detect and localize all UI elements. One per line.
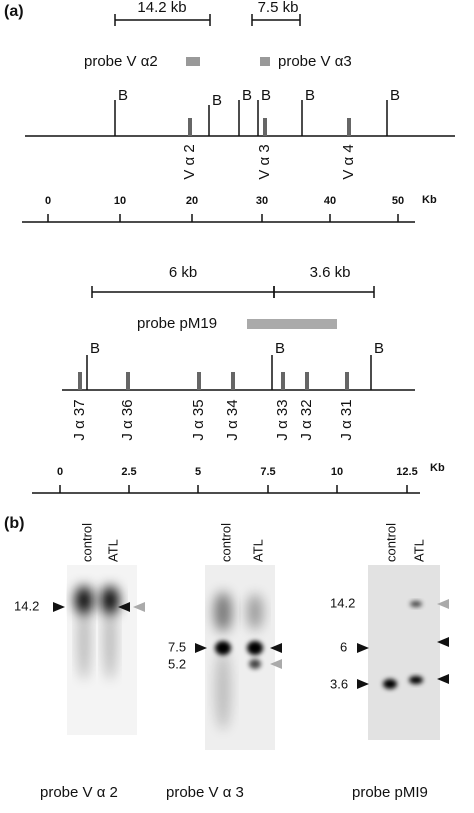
blot-caption: probe pMI9 xyxy=(352,784,428,801)
arrowhead xyxy=(53,602,65,612)
blot xyxy=(205,565,275,750)
gene xyxy=(188,118,192,136)
blot xyxy=(368,565,440,740)
scale-label: 0 xyxy=(57,466,63,478)
gene xyxy=(305,372,309,390)
scale-label: 50 xyxy=(392,195,404,207)
bracket-label: 3.6 kb xyxy=(310,264,351,281)
band xyxy=(247,641,263,655)
site-label: B xyxy=(242,87,252,104)
lane-label: control xyxy=(218,523,233,562)
scale-label: 10 xyxy=(114,195,126,207)
bracket-label: 14.2 kb xyxy=(137,0,186,16)
arrowhead xyxy=(357,679,369,689)
arrowhead xyxy=(437,599,449,609)
gene-label: J α 33 xyxy=(274,399,291,440)
gene-label: J α 31 xyxy=(338,399,355,440)
band xyxy=(215,650,231,730)
size-label: 7.5 xyxy=(168,639,186,654)
size-label: 14.2 xyxy=(330,595,355,610)
lane-label: control xyxy=(383,523,398,562)
band xyxy=(215,641,231,655)
gene-label: J α 32 xyxy=(298,399,315,440)
site-label: B xyxy=(305,87,315,104)
size-label: 3.6 xyxy=(330,676,348,691)
gene xyxy=(231,372,235,390)
size-label: 14.2 xyxy=(14,598,39,613)
probe xyxy=(247,319,337,329)
site-label: B xyxy=(275,340,285,357)
scale-label: 20 xyxy=(186,195,198,207)
band xyxy=(78,600,90,680)
gene xyxy=(78,372,82,390)
band xyxy=(104,600,116,680)
probe-label: probe pM19 xyxy=(137,315,217,332)
scale-label: 12.5 xyxy=(396,466,417,478)
gene-label: J α 35 xyxy=(190,399,207,440)
site-label: B xyxy=(90,340,100,357)
arrowhead xyxy=(437,674,449,684)
band xyxy=(249,659,261,669)
probe xyxy=(260,57,270,66)
scale-unit: Kb xyxy=(430,462,445,474)
band xyxy=(383,679,397,689)
site-label: B xyxy=(374,340,384,357)
lane-label: ATL xyxy=(411,539,426,562)
gene-label: J α 36 xyxy=(119,399,136,440)
scale-label: 5 xyxy=(195,466,201,478)
site-label: B xyxy=(261,87,271,104)
arrowhead xyxy=(118,602,130,612)
gene xyxy=(126,372,130,390)
panel-label: (a) xyxy=(4,3,24,20)
lane-label: ATL xyxy=(250,539,265,562)
arrowhead xyxy=(133,602,145,612)
size-label: 5.2 xyxy=(168,656,186,671)
band xyxy=(247,594,263,630)
arrowhead xyxy=(437,637,449,647)
band xyxy=(214,592,232,632)
gene-label: J α 34 xyxy=(224,399,241,440)
panel-label: (b) xyxy=(4,515,24,532)
scale-label: 40 xyxy=(324,195,336,207)
bracket-label: 6 kb xyxy=(169,264,197,281)
gene xyxy=(345,372,349,390)
lane-label: control xyxy=(79,523,94,562)
scale-label: 0 xyxy=(45,195,51,207)
gene xyxy=(197,372,201,390)
lane-label: ATL xyxy=(105,539,120,562)
probe-label: probe V α2 xyxy=(84,53,158,70)
scale-label: 2.5 xyxy=(121,466,136,478)
size-label: 6 xyxy=(340,639,347,654)
gene-label: V α 2 xyxy=(181,144,198,179)
gene-label: J α 37 xyxy=(71,399,88,440)
scale-label: 30 xyxy=(256,195,268,207)
arrowhead xyxy=(195,643,207,653)
scale-label: 10 xyxy=(331,466,343,478)
probe-label: probe V α3 xyxy=(278,53,352,70)
site-label: B xyxy=(390,87,400,104)
gene xyxy=(263,118,267,136)
gene xyxy=(281,372,285,390)
band xyxy=(409,676,423,684)
bracket-label: 7.5 kb xyxy=(258,0,299,16)
blot-caption: probe V α 3 xyxy=(166,784,244,801)
site-label: B xyxy=(212,92,222,109)
arrowhead xyxy=(270,643,282,653)
probe xyxy=(186,57,200,66)
blot-caption: probe V α 2 xyxy=(40,784,118,801)
site-label: B xyxy=(118,87,128,104)
scale-label: 7.5 xyxy=(260,466,275,478)
scale-unit: Kb xyxy=(422,194,437,206)
gene xyxy=(347,118,351,136)
arrowhead xyxy=(357,643,369,653)
gene-label: V α 3 xyxy=(256,144,273,179)
band xyxy=(410,601,422,607)
arrowhead xyxy=(270,659,282,669)
gene-label: V α 4 xyxy=(340,144,357,179)
